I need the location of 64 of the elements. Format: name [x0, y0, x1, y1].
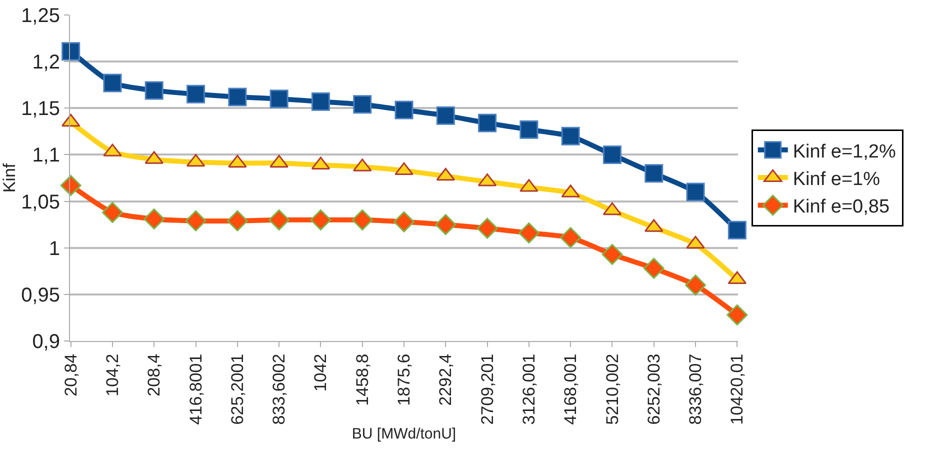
- point: [103, 74, 122, 92]
- x-tick-label: 833,6002: [270, 354, 289, 425]
- legend-label: Kinf e=1%: [792, 168, 880, 190]
- x-tick-label: 625,2001: [228, 354, 247, 425]
- x-tick-label: 1042: [311, 354, 330, 392]
- point: [228, 88, 247, 106]
- point: [226, 210, 248, 232]
- x-tick-label: 416,8001: [186, 354, 206, 425]
- y-tick-label: 1: [48, 238, 60, 260]
- x-tick-label: 1875,6: [394, 354, 414, 406]
- y-tick-label: 1,05: [21, 191, 60, 214]
- x-axis-title: BU [MWd/tonU]: [352, 426, 456, 443]
- point: [478, 114, 497, 132]
- x-tick-label: 8336,007: [686, 354, 706, 425]
- point: [60, 174, 82, 196]
- y-tick-label: 1,2: [32, 52, 60, 74]
- x-tick-label: 20,84: [61, 354, 80, 396]
- point: [728, 220, 746, 240]
- point: [436, 106, 455, 125]
- point: [185, 210, 206, 232]
- y-tick-label: 0,9: [32, 331, 60, 353]
- point: [560, 227, 582, 248]
- point: [476, 218, 498, 239]
- y-axis-title: Kinf: [0, 163, 20, 193]
- point: [686, 182, 705, 202]
- point: [518, 222, 540, 244]
- x-tick-label: 4168,001: [561, 354, 580, 425]
- y-tick-label: 0,95: [21, 284, 60, 306]
- x-tick-label: 2709,201: [478, 354, 497, 425]
- point: [435, 214, 456, 236]
- point: [352, 209, 373, 230]
- x-tick-label: 208,4: [144, 354, 164, 396]
- point: [561, 126, 580, 146]
- point: [186, 84, 206, 104]
- point: [685, 274, 706, 296]
- point: [602, 145, 622, 164]
- point: [726, 304, 748, 326]
- legend-label: Kinf e=1,2%: [792, 141, 896, 162]
- x-tick-label: 5210,002: [602, 354, 622, 425]
- x-tick-label: 1458,8: [352, 354, 372, 406]
- legend-label: Kinf e=0,85: [792, 196, 890, 218]
- point: [394, 100, 414, 120]
- x-tick-label: 2292,4: [436, 354, 456, 406]
- point: [268, 209, 290, 230]
- point: [353, 95, 372, 114]
- x-tick-label: 6252,003: [644, 354, 664, 425]
- point: [394, 211, 414, 232]
- point: [270, 90, 288, 108]
- y-tick-label: 1,25: [21, 5, 60, 27]
- x-tick-label: 3126,001: [519, 354, 538, 425]
- y-tick-label: 1,1: [32, 144, 60, 167]
- point: [520, 120, 538, 139]
- point: [62, 42, 80, 61]
- x-tick-label: 10420,01: [728, 354, 747, 425]
- point: [144, 81, 164, 100]
- x-tick-label: 104,2: [103, 354, 122, 396]
- point: [644, 164, 664, 183]
- point: [643, 258, 664, 279]
- point: [102, 202, 123, 223]
- point: [311, 92, 330, 111]
- point: [144, 208, 165, 230]
- point: [602, 244, 623, 265]
- point: [310, 209, 332, 230]
- y-tick-label: 1,15: [21, 98, 60, 120]
